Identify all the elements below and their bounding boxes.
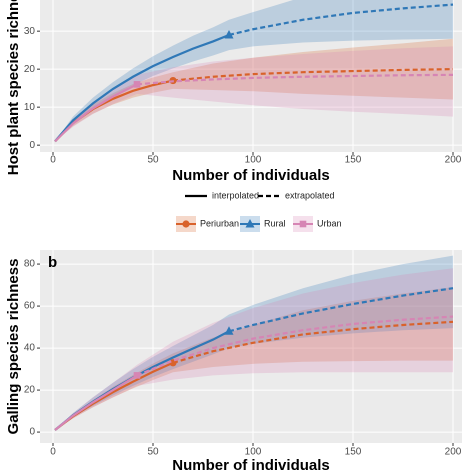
confidence-band: [229, 0, 453, 51]
x-axis-title: Number of individuals: [172, 457, 330, 474]
plot-background: [40, 0, 462, 152]
extrapolated-line: [228, 3, 454, 37]
legend-marker: [182, 220, 190, 228]
extrapolated-line: [136, 315, 454, 377]
y-tick-label: 0: [29, 427, 35, 438]
marker: [133, 81, 141, 88]
legend-label: extrapolated: [285, 190, 335, 200]
legend-label: Periurban: [200, 218, 239, 228]
confidence-band: [173, 38, 453, 100]
x-tick-label: 200: [445, 155, 462, 166]
interpolated-line: [54, 83, 138, 143]
panel-label: b: [48, 254, 57, 271]
confidence-band: [137, 46, 453, 117]
y-tick-label: 20: [24, 385, 36, 396]
y-axis-title: Galling species richness: [5, 259, 22, 435]
extrapolated-line: [172, 68, 454, 82]
plot-background: [40, 250, 462, 443]
legend-marker: [245, 219, 255, 228]
extrapolated-line: [172, 320, 454, 364]
legend-marker: [299, 220, 307, 228]
extrapolated-line: [136, 73, 454, 86]
plot-area: [54, 0, 454, 143]
x-tick-label: 150: [345, 447, 362, 458]
x-tick-label: 200: [445, 447, 462, 458]
interpolated-line: [54, 33, 230, 143]
legend-label: Rural: [264, 218, 286, 228]
x-tick-label: 150: [345, 155, 362, 166]
confidence-band: [173, 287, 453, 373]
legend-label: Urban: [317, 218, 342, 228]
legend-label: interpolated: [212, 190, 259, 200]
extrapolated-line: [228, 287, 454, 333]
x-axis-title: Number of individuals: [172, 167, 330, 184]
y-tick-label: 10: [24, 102, 36, 113]
y-tick-label: 0: [29, 140, 35, 151]
confidence-band: [55, 19, 229, 142]
y-axis-title: Host plant species richness: [5, 0, 22, 175]
marker: [224, 29, 234, 39]
x-tick-label: 0: [50, 155, 56, 166]
y-tick-label: 40: [24, 343, 36, 354]
marker: [224, 326, 234, 335]
plot-area: [54, 255, 454, 431]
y-tick-label: 30: [24, 26, 36, 37]
x-tick-label: 100: [245, 447, 262, 458]
x-tick-label: 50: [147, 155, 159, 166]
interpolated-line: [54, 374, 138, 431]
x-tick-label: 100: [245, 155, 262, 166]
x-tick-label: 50: [147, 447, 159, 458]
confidence-band: [55, 72, 173, 142]
y-tick-label: 20: [24, 64, 36, 75]
x-tick-label: 0: [50, 447, 56, 458]
y-tick-label: 80: [24, 259, 36, 270]
confidence-band: [137, 268, 453, 386]
y-tick-label: 60: [24, 301, 36, 312]
marker: [133, 372, 141, 379]
